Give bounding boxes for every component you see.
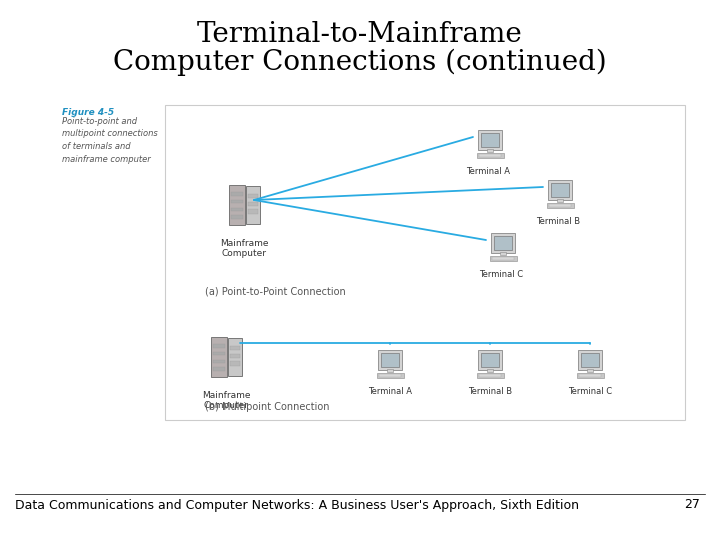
FancyBboxPatch shape — [481, 133, 500, 147]
FancyBboxPatch shape — [248, 209, 258, 213]
FancyBboxPatch shape — [492, 256, 514, 260]
FancyBboxPatch shape — [231, 215, 243, 219]
Text: (b) Multipoint Connection: (b) Multipoint Connection — [205, 402, 330, 412]
FancyBboxPatch shape — [213, 360, 225, 363]
Text: Terminal A: Terminal A — [368, 387, 412, 396]
FancyBboxPatch shape — [229, 185, 245, 225]
FancyBboxPatch shape — [557, 199, 563, 202]
FancyBboxPatch shape — [478, 130, 502, 150]
FancyBboxPatch shape — [378, 350, 402, 370]
FancyBboxPatch shape — [165, 105, 685, 420]
FancyBboxPatch shape — [248, 194, 258, 198]
FancyBboxPatch shape — [548, 180, 572, 200]
FancyBboxPatch shape — [579, 374, 601, 377]
FancyBboxPatch shape — [213, 352, 225, 355]
FancyBboxPatch shape — [377, 373, 403, 378]
FancyBboxPatch shape — [213, 367, 225, 370]
FancyBboxPatch shape — [578, 350, 602, 370]
FancyBboxPatch shape — [231, 200, 243, 203]
FancyBboxPatch shape — [246, 186, 260, 224]
FancyBboxPatch shape — [491, 233, 515, 253]
FancyBboxPatch shape — [228, 338, 242, 376]
Text: Mainframe
Computer: Mainframe Computer — [202, 391, 251, 410]
FancyBboxPatch shape — [213, 345, 225, 348]
Text: Terminal C: Terminal C — [568, 387, 612, 396]
FancyBboxPatch shape — [487, 149, 493, 152]
Text: Data Communications and Computer Networks: A Business User's Approach, Sixth Edi: Data Communications and Computer Network… — [15, 498, 579, 511]
FancyBboxPatch shape — [479, 153, 501, 157]
Text: Point-to-point and
multipoint connections
of terminals and
mainframe computer: Point-to-point and multipoint connection… — [62, 117, 158, 164]
FancyBboxPatch shape — [494, 237, 513, 249]
FancyBboxPatch shape — [231, 192, 243, 195]
Text: Mainframe
Computer: Mainframe Computer — [220, 239, 269, 259]
FancyBboxPatch shape — [230, 361, 240, 366]
FancyBboxPatch shape — [546, 202, 574, 208]
Text: Terminal-to-Mainframe: Terminal-to-Mainframe — [197, 22, 523, 49]
FancyBboxPatch shape — [577, 373, 603, 378]
FancyBboxPatch shape — [230, 354, 240, 358]
FancyBboxPatch shape — [580, 353, 599, 367]
FancyBboxPatch shape — [487, 369, 493, 372]
Text: Terminal C: Terminal C — [479, 270, 523, 279]
Text: Computer Connections (continued): Computer Connections (continued) — [113, 48, 607, 76]
FancyBboxPatch shape — [587, 369, 593, 372]
Text: Terminal B: Terminal B — [468, 387, 512, 396]
FancyBboxPatch shape — [479, 374, 501, 377]
FancyBboxPatch shape — [481, 353, 500, 367]
FancyBboxPatch shape — [549, 204, 571, 207]
Text: (a) Point-to-Point Connection: (a) Point-to-Point Connection — [205, 287, 346, 297]
Text: 27: 27 — [684, 498, 700, 511]
Text: Terminal A: Terminal A — [466, 167, 510, 176]
FancyBboxPatch shape — [379, 374, 401, 377]
FancyBboxPatch shape — [478, 350, 502, 370]
Text: Figure 4-5: Figure 4-5 — [62, 108, 114, 117]
FancyBboxPatch shape — [500, 252, 506, 255]
FancyBboxPatch shape — [387, 369, 393, 372]
FancyBboxPatch shape — [211, 336, 227, 377]
FancyBboxPatch shape — [477, 153, 503, 158]
FancyBboxPatch shape — [231, 207, 243, 211]
FancyBboxPatch shape — [551, 183, 570, 197]
FancyBboxPatch shape — [381, 353, 400, 367]
FancyBboxPatch shape — [248, 201, 258, 206]
FancyBboxPatch shape — [230, 346, 240, 350]
Text: Terminal B: Terminal B — [536, 217, 580, 226]
FancyBboxPatch shape — [490, 256, 516, 261]
FancyBboxPatch shape — [477, 373, 503, 378]
